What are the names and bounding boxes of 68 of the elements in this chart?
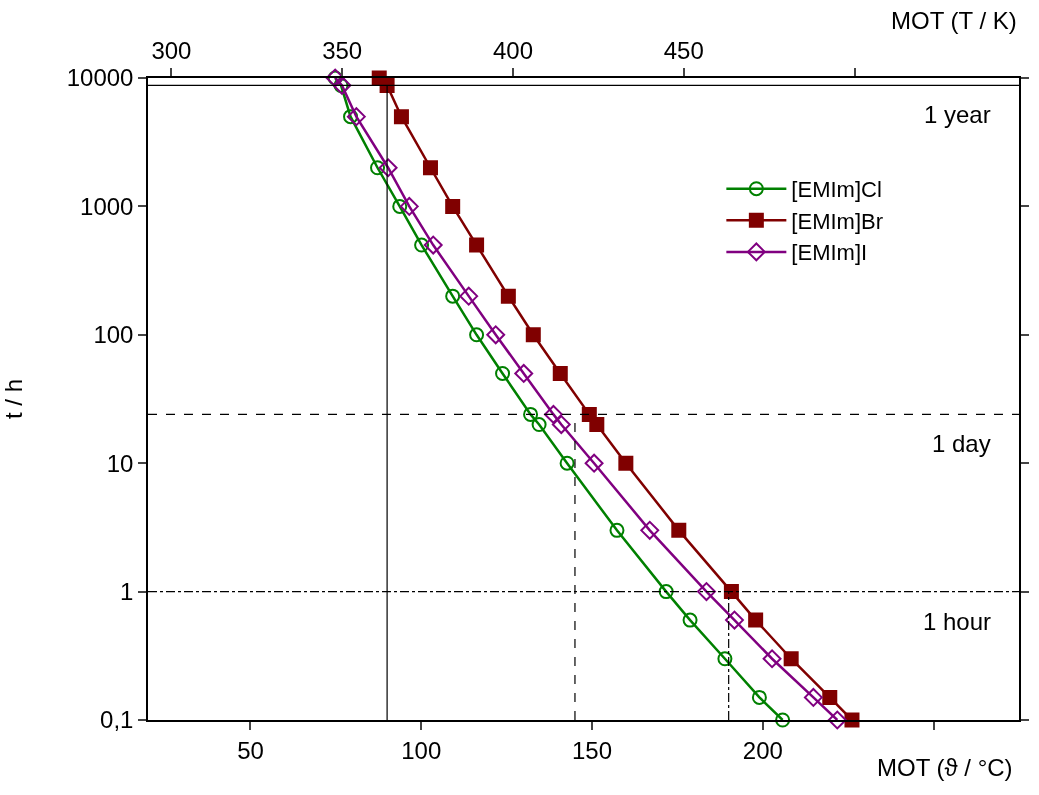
point [500,288,516,304]
x2-tick-label: 450 [663,36,704,64]
point [551,415,571,434]
point [618,455,634,471]
ref-line-label: 1 day [932,430,991,457]
point [445,288,461,304]
point [399,196,419,216]
point [827,710,847,730]
y-axis-title: t / h [0,378,27,420]
point [589,417,605,433]
point [748,612,764,628]
point [682,612,698,628]
y-tick-label: 100 [93,321,134,349]
point [346,107,366,127]
y-tick-label: 1000 [80,192,134,220]
x-tick-label: 200 [742,736,783,764]
point [495,365,511,381]
point [584,453,604,473]
point [378,158,398,178]
point [762,649,782,669]
x-tick-label: 100 [401,736,442,764]
point [445,198,461,214]
point [414,237,430,253]
point [822,689,838,705]
point [658,584,674,600]
point [423,235,443,255]
point [803,687,823,707]
point [697,582,716,602]
y-tick-label: 0,1 [100,706,134,734]
y-tick-label: 10 [106,449,134,477]
x-tick-label: 50 [237,736,264,764]
point [370,160,386,176]
legend-label: [EMIm]Br [791,208,884,234]
point [609,522,625,538]
point [525,327,541,343]
point [514,364,534,383]
point [640,520,660,540]
point [469,237,485,253]
point [783,651,799,667]
point [671,522,687,538]
point [775,712,791,728]
ref-line-label: 1 year [924,101,991,128]
point [393,109,409,125]
point [723,584,739,600]
point [392,198,408,214]
x-axis-title: MOT (ϑ / °C) [877,754,1013,781]
point [559,455,575,471]
x2-tick-label: 400 [492,36,533,64]
ref-line-label: 1 hour [923,608,992,635]
point [725,610,744,630]
point [422,160,438,176]
legend-label: [EMIm]Cl [791,177,882,203]
point [531,417,547,433]
y-tick-label: 1 [120,578,134,605]
point [486,325,506,345]
point [523,406,539,422]
point [469,327,485,343]
x2-tick-label: 300 [151,36,192,64]
point [552,365,568,381]
point [751,689,767,705]
x2-axis-title: MOT (T / K) [891,7,1017,34]
y-tick-label: 10000 [66,64,134,92]
x-tick-label: 150 [572,736,613,764]
point [459,286,479,306]
point [543,404,563,424]
x2-tick-label: 350 [322,36,363,64]
legend-label: [EMIm]I [791,240,868,266]
point [717,651,733,667]
